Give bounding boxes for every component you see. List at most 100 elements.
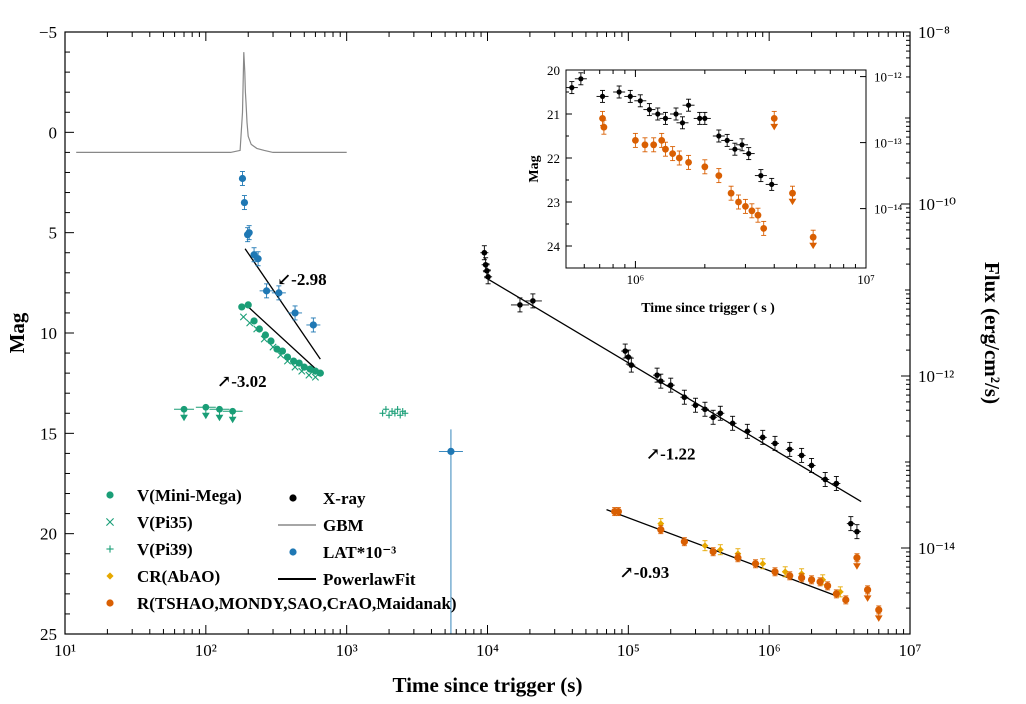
gbm-light-curve: [76, 52, 347, 153]
v-minimega-point: [283, 353, 292, 361]
xray-point: [822, 476, 829, 483]
legend-marker: [289, 548, 297, 556]
y-tick-label: 15: [40, 424, 57, 443]
inset-r-point: [641, 141, 649, 149]
y-tick-label: 25: [40, 625, 57, 644]
lat-point: [254, 255, 262, 263]
v-pi39-point: [397, 412, 404, 419]
inset-r-point: [727, 189, 735, 197]
inset-r-point: [599, 115, 606, 122]
upper-limit-arrow: [874, 609, 883, 622]
lat-point: [447, 447, 455, 455]
inset-flux-tick-label: 10⁻¹³: [874, 136, 902, 151]
powerlaw-fit-line: [606, 508, 837, 597]
r-point: [771, 568, 779, 576]
xray-point: [772, 440, 778, 447]
inset-xray-point: [716, 133, 722, 139]
v-pi39-point: [391, 410, 399, 417]
xray-point: [484, 267, 490, 274]
v-pi35-point: [260, 335, 268, 343]
powerlaw-fit-line: [247, 306, 321, 374]
v-pi35-point: [283, 357, 292, 365]
inset-r-point: [742, 203, 749, 210]
inset-r-point: [760, 225, 768, 232]
upper-limit-arrow: [215, 409, 224, 422]
inset-background: [566, 70, 866, 268]
inset-xray-point: [673, 111, 679, 117]
inset-r-point: [748, 207, 756, 215]
inset-xray-point: [599, 93, 606, 99]
y-axis-title: Mag: [5, 312, 29, 353]
inset-xray-point: [769, 181, 775, 187]
upper-limit-arrow: [201, 407, 210, 420]
xray-point: [481, 249, 488, 256]
v-minimega-point: [244, 301, 252, 309]
inset-xray-point: [637, 98, 643, 104]
inset-y-tick-label: 23: [547, 195, 560, 210]
y-tick-label: 20: [40, 525, 57, 544]
inset-xray-point: [732, 146, 738, 152]
inset-r-point: [669, 150, 677, 158]
r-point: [798, 574, 806, 582]
xray-point: [808, 462, 815, 469]
v-pi39-point: [385, 412, 393, 419]
legend-label: GBM: [323, 516, 364, 535]
v-minimega-point: [300, 363, 308, 371]
inset-r-point: [701, 163, 709, 171]
xray-point: [848, 520, 854, 527]
r-point: [680, 538, 688, 546]
xray-point: [485, 274, 491, 280]
xray-point: [622, 348, 628, 354]
legend-marker: [289, 494, 297, 502]
r-point: [816, 578, 824, 586]
v-minimega-point: [267, 337, 275, 345]
v-pi35-point: [253, 325, 261, 333]
v-minimega-point: [316, 369, 324, 377]
inset-xray-point: [685, 102, 692, 108]
lat-point: [309, 321, 317, 329]
x-tick-label: 10⁷: [899, 641, 922, 660]
inset-xray-point: [655, 111, 661, 117]
r-point: [751, 560, 760, 568]
flux-tick-label: 10⁻¹⁰: [918, 195, 956, 214]
r-point: [709, 548, 717, 556]
inset-r-point: [675, 154, 683, 162]
right-axis-title: Flux (erg/cm²/s): [980, 262, 1004, 404]
legend-marker: [106, 545, 114, 553]
powerlaw-fit-line: [487, 278, 862, 503]
v-pi35-point: [311, 373, 320, 381]
v-pi35-point: [246, 319, 254, 327]
upper-limit-arrow: [770, 118, 779, 131]
xray-point: [786, 446, 793, 453]
r-point: [657, 526, 665, 534]
inset-r-point: [632, 137, 639, 144]
xray-point: [729, 420, 736, 427]
xray-point: [759, 434, 766, 441]
inset-xray-point: [569, 85, 575, 91]
inset-r-point: [650, 141, 658, 149]
lat-point: [240, 198, 249, 207]
xray-point: [657, 378, 664, 384]
v-pi35-point: [269, 343, 277, 351]
inset-xray-point: [646, 107, 653, 113]
v-pi39-point: [394, 406, 401, 413]
v-pi39-point: [382, 406, 390, 413]
r-point: [786, 572, 794, 580]
v-pi35-point: [239, 313, 248, 321]
lat-point: [262, 287, 271, 295]
inset-r-point: [658, 137, 666, 144]
cr-abao-point: [701, 542, 709, 550]
xray-point: [854, 528, 860, 535]
v-minimega-point: [273, 345, 281, 353]
inset-xray-point: [578, 76, 584, 82]
r-point: [734, 554, 742, 562]
inset-flux-tick-label: 10⁻¹²: [874, 70, 902, 85]
legend-label: LAT*10⁻³: [323, 543, 396, 562]
upper-limit-arrow: [228, 411, 237, 424]
xray-point: [681, 394, 688, 401]
inset-r-point: [685, 159, 692, 166]
y-tick-label: −5: [39, 23, 57, 42]
flux-tick-label: 10⁻¹⁴: [918, 539, 955, 558]
xray-point: [517, 302, 523, 308]
